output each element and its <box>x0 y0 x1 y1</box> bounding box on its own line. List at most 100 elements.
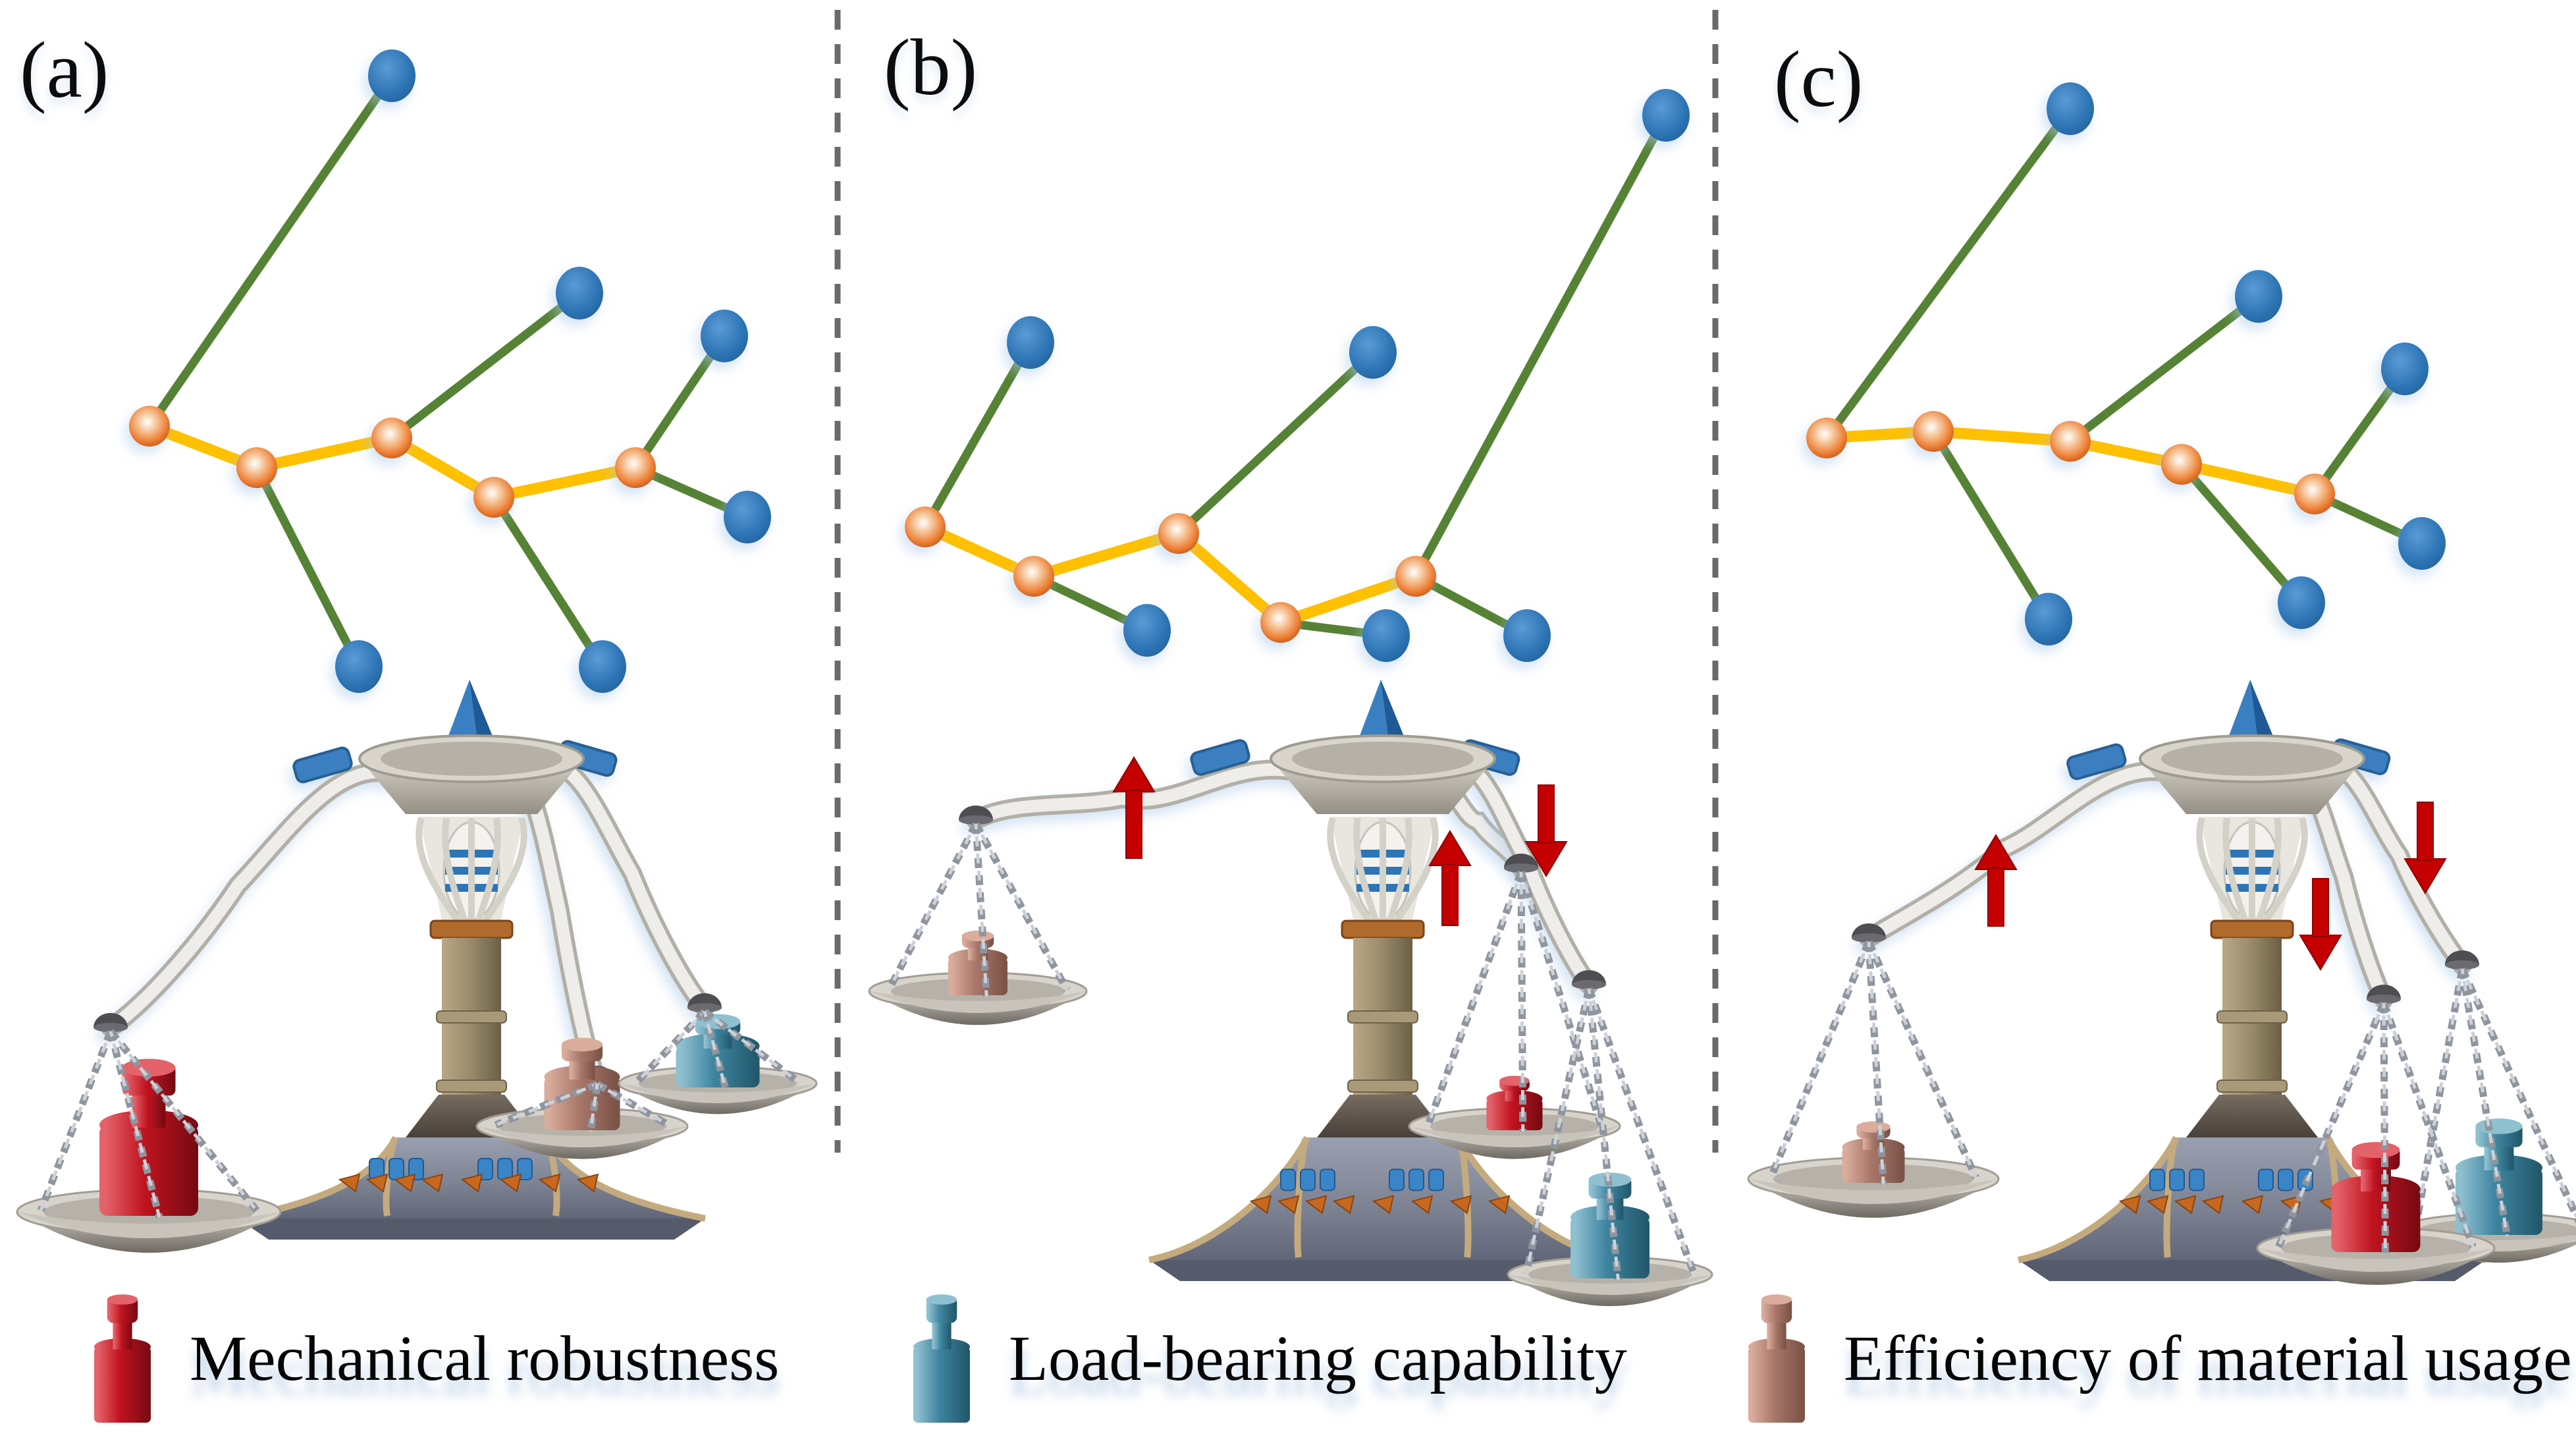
chain <box>1767 940 1873 1180</box>
internal-node <box>473 477 514 518</box>
base-blue-stud <box>1280 1168 1296 1191</box>
chain-highlight <box>703 1010 800 1084</box>
base-orange-wedge <box>338 1173 361 1193</box>
cage-rib <box>442 817 468 923</box>
panel-a-label: (a) <box>20 26 109 115</box>
tree-graph <box>1806 82 2446 645</box>
base-orange-wedge <box>538 1173 561 1193</box>
chains <box>37 1029 260 1218</box>
base-orange-wedge <box>1488 1195 1511 1215</box>
internal-node <box>905 506 946 547</box>
branch-edge <box>387 288 584 443</box>
arm-ribbon-highlight <box>1862 765 2201 945</box>
arrow-head <box>1112 756 1156 792</box>
internal-node <box>615 447 656 488</box>
base-orange-wedge <box>499 1173 522 1193</box>
chain-highlight <box>974 823 988 997</box>
base-tan-trim <box>383 1139 397 1217</box>
panel-b-label: (b) <box>884 23 978 112</box>
leaf-node <box>579 640 626 693</box>
weight-knob-top <box>1761 1294 1792 1305</box>
pan-front-lip <box>1508 1274 1712 1295</box>
column-ring <box>436 1080 507 1093</box>
leaf-node <box>1007 316 1054 369</box>
cage-rib <box>2255 817 2282 923</box>
cage-rib <box>2196 817 2242 924</box>
chain <box>1865 940 1979 1180</box>
branch-edge <box>2177 460 2306 607</box>
chain-highlight <box>2460 968 2576 1220</box>
hinge-cap <box>1572 970 1606 989</box>
left-arm <box>101 746 423 1037</box>
leaf-node <box>368 49 416 102</box>
leaf-node <box>724 491 771 543</box>
legend-label: Efficiency of material usage <box>1844 1323 2572 1394</box>
leaf-node <box>2025 593 2072 645</box>
bronze-collar <box>429 919 514 939</box>
scale-base <box>1148 1136 1617 1281</box>
leaf-node <box>2381 342 2428 395</box>
chains <box>634 1008 801 1090</box>
internal-node <box>371 418 412 458</box>
branch-edge <box>2310 364 2409 499</box>
red-down-arrow-icon <box>2403 802 2447 894</box>
branch-edge <box>1822 104 2075 443</box>
chain-highlight <box>2413 968 2464 1230</box>
arrow-shaft <box>1538 784 1555 844</box>
base-orange-wedge <box>1372 1195 1395 1215</box>
leaf-node <box>556 267 603 319</box>
scale-base <box>237 1136 706 1240</box>
red-weight <box>94 1294 151 1423</box>
weight-knob-top <box>2351 1141 2400 1159</box>
pan-front-lip <box>17 1212 281 1238</box>
column-foot <box>2186 1095 2318 1137</box>
chain-highlight <box>39 1031 113 1211</box>
leaf-node <box>2235 270 2282 323</box>
internal-node <box>2050 421 2091 462</box>
branch-edge <box>631 331 729 472</box>
cage-rib <box>475 817 501 923</box>
weight-knob-top <box>1856 1121 1891 1133</box>
brown-weight-icon <box>1748 1294 1805 1423</box>
chain <box>1517 871 1527 1132</box>
chain-highlight <box>1587 988 1696 1274</box>
chains <box>885 822 1071 997</box>
chains <box>1522 987 1698 1280</box>
chain-highlight <box>495 1082 598 1127</box>
weight-body <box>2331 1189 2421 1252</box>
right_inner-pan-assembly <box>475 1037 689 1159</box>
arrow-shaft <box>1441 863 1459 926</box>
pan-front-lip <box>1409 1126 1620 1147</box>
leaf-node <box>2047 82 2094 135</box>
chain-highlight <box>1587 988 1620 1280</box>
capital-cage <box>416 817 527 924</box>
base-orange-wedge <box>576 1173 599 1193</box>
base-orange-wedge <box>365 1173 389 1193</box>
blue-clip-icon <box>1190 739 1250 776</box>
red-weight-icon <box>94 1294 151 1423</box>
legend-label: Load-bearing capability <box>1009 1323 1627 1394</box>
base-orange-wedge <box>2146 1195 2169 1215</box>
red-weight <box>1486 1076 1543 1130</box>
hinge-base <box>2367 995 2401 1004</box>
capital-cage <box>1327 817 1439 924</box>
cage-rib <box>1393 817 1439 924</box>
legend-item-mechanical-robustness: Mechanical robustness <box>83 1290 779 1428</box>
red-up-arrow-icon <box>1112 756 1156 859</box>
base-orange-wedge <box>2174 1195 2197 1215</box>
bronze-collar <box>2210 919 2294 939</box>
chains <box>1767 940 1979 1185</box>
base-orange-wedge <box>1332 1195 1355 1215</box>
branch-edge <box>1174 348 1378 538</box>
hinge-base <box>959 815 993 825</box>
cup-interior <box>381 742 562 776</box>
hinge-cap <box>1852 923 1886 943</box>
branch-edge <box>252 463 363 671</box>
chains <box>2275 1001 2477 1254</box>
leaf-node <box>2278 576 2325 629</box>
hinge-cap <box>687 993 722 1012</box>
leaf-node <box>1362 609 1410 662</box>
tree-nodes <box>905 89 1690 662</box>
